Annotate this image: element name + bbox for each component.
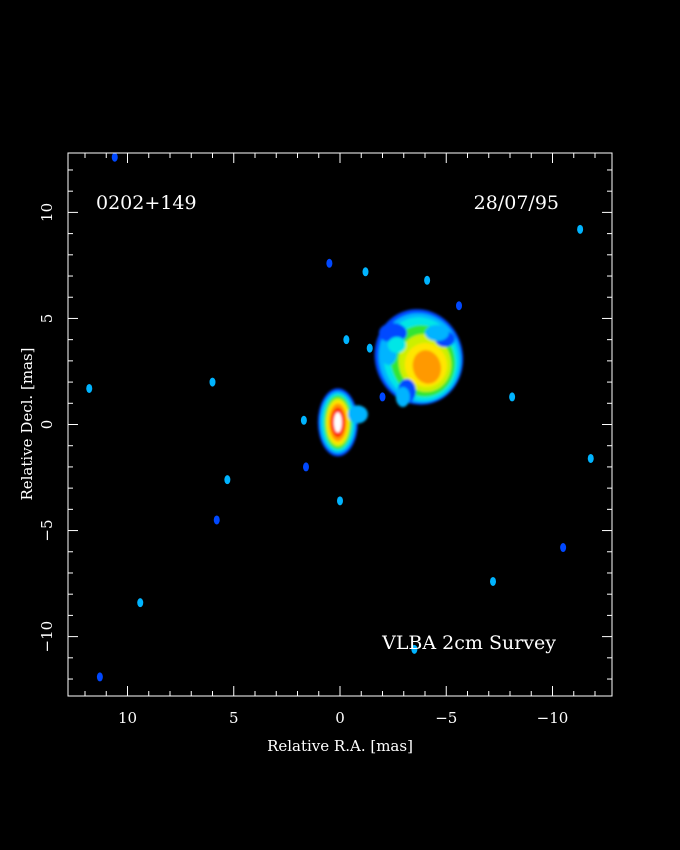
noise-spot [209, 377, 216, 387]
x-tick-label: 0 [335, 709, 345, 727]
observation-date: 28/07/95 [474, 192, 559, 214]
intensity-contour [333, 412, 342, 433]
noise-spot [411, 644, 418, 654]
noise-spot [326, 258, 333, 268]
x-axis-label: Relative R.A. [mas] [267, 737, 413, 755]
noise-spot [509, 392, 516, 402]
core-component [317, 388, 368, 457]
intensity-contour [395, 386, 410, 407]
noise-spot [86, 383, 93, 393]
y-tick-label: 10 [38, 203, 56, 222]
noise-spot [379, 392, 386, 402]
intensity-map [86, 152, 594, 682]
noise-spot [490, 576, 496, 586]
noise-spot [366, 343, 373, 353]
intensity-contour [347, 405, 368, 424]
noise-spot [456, 301, 462, 311]
x-tick-label: −5 [435, 709, 457, 727]
y-axis-label: Relative Decl. [mas] [18, 347, 36, 500]
noise-spot [303, 462, 309, 472]
survey-label: VLBA 2cm Survey [381, 632, 556, 654]
noise-spot [213, 515, 220, 525]
x-tick-label: 10 [118, 709, 137, 727]
y-tick-label: 5 [38, 314, 56, 324]
y-tick-label: −5 [38, 519, 56, 541]
noise-spot [96, 672, 103, 682]
x-tick-label: −10 [537, 709, 569, 727]
y-tick-label: −10 [38, 621, 56, 653]
noise-spot [362, 267, 369, 277]
axis-ticks [68, 153, 612, 696]
noise-spot [137, 598, 144, 608]
noise-spot [424, 275, 431, 285]
source-name: 0202+149 [96, 192, 197, 214]
noise-spot [300, 415, 307, 425]
noise-spot [587, 453, 594, 463]
tick-labels: 10 5 0 −5 −10 10 5 0 −5 −10 [38, 203, 568, 727]
x-tick-label: 5 [229, 709, 239, 727]
noise-spot [560, 543, 567, 553]
noise-spot [224, 475, 231, 485]
intensity-contour [387, 336, 406, 353]
noise-spot [343, 335, 350, 345]
noise-spot [577, 224, 584, 234]
intensity-contour [424, 324, 449, 341]
jet-component [374, 309, 464, 407]
y-tick-label: 0 [38, 420, 56, 430]
noise-spot [111, 152, 118, 162]
noise-spot [337, 496, 343, 506]
intensity-contour [412, 350, 442, 384]
